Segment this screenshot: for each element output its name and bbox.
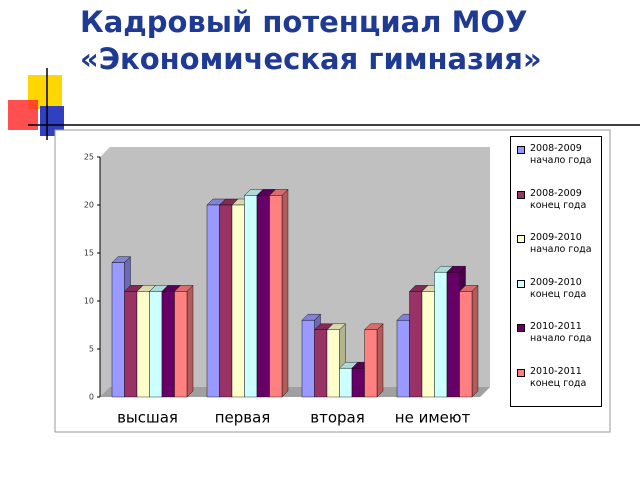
y-tick-label: 15 — [84, 249, 94, 258]
bar — [409, 291, 423, 398]
bar — [314, 329, 328, 398]
bar-side — [471, 284, 479, 398]
bar — [326, 329, 340, 398]
bar — [136, 291, 150, 398]
bar — [219, 204, 233, 398]
legend-swatch — [517, 146, 525, 154]
bar — [231, 204, 245, 398]
bar — [206, 204, 220, 398]
bar — [434, 272, 448, 398]
bar — [351, 368, 365, 398]
legend-item: 2010-2011 конец года — [517, 366, 599, 411]
plot-floor — [100, 387, 490, 397]
x-tick-label: не имеют — [395, 409, 471, 427]
bar — [339, 368, 353, 398]
x-tick-label: вторая — [310, 409, 365, 427]
bar — [111, 262, 125, 398]
title-line: «Экономическая гимназия» — [80, 42, 542, 76]
x-tick-label: первая — [215, 409, 271, 427]
slide-title: Кадровый потенциал МОУ «Экономическая ги… — [80, 4, 620, 78]
bar — [269, 195, 283, 398]
bar — [161, 291, 175, 398]
legend-swatch — [517, 324, 525, 332]
legend-item: 2008-2009 начало года — [517, 143, 599, 188]
plot-wall — [100, 147, 490, 397]
y-tick-label: 25 — [84, 153, 94, 162]
legend-label: 2009-2010 начало года — [530, 232, 592, 255]
bar — [174, 291, 188, 398]
bar — [124, 291, 138, 398]
legend-swatch — [517, 279, 525, 288]
bar-side — [376, 323, 384, 398]
legend-label: 2008-2009 конец года — [530, 187, 587, 211]
bar — [396, 320, 410, 398]
bar — [244, 195, 258, 398]
y-tick-label: 5 — [89, 345, 94, 354]
x-tick-label: высшая — [117, 409, 178, 427]
bar-side — [186, 284, 194, 398]
legend: 2008-2009 начало года 2008-2009 конец год… — [510, 136, 602, 407]
legend-label: 2010-2011 начало года — [530, 321, 592, 344]
legend-swatch — [517, 235, 525, 243]
bar — [446, 272, 460, 398]
y-tick-label: 10 — [84, 297, 94, 306]
y-tick-label: 20 — [84, 201, 94, 210]
y-tick-label: 0 — [89, 393, 94, 402]
legend-swatch — [517, 190, 525, 199]
legend-item: 2008-2009 конец года — [517, 188, 599, 233]
bar — [364, 329, 378, 398]
legend-swatch — [517, 368, 525, 377]
legend-item: 2010-2011 начало года — [517, 321, 599, 366]
legend-label: 2009-2010 конец года — [530, 276, 587, 300]
legend-label: 2008-2009 начало года — [530, 143, 592, 166]
legend-item: 2009-2010 начало года — [517, 232, 599, 277]
bar-side — [281, 188, 289, 398]
bar — [256, 195, 270, 398]
legend-item: 2009-2010 конец года — [517, 277, 599, 322]
title-line: Кадровый потенциал МОУ — [80, 5, 528, 39]
bar — [421, 291, 435, 398]
bar — [301, 320, 315, 398]
bar — [149, 291, 163, 398]
legend-label: 2010-2011 конец года — [530, 365, 587, 389]
bar — [459, 291, 473, 398]
